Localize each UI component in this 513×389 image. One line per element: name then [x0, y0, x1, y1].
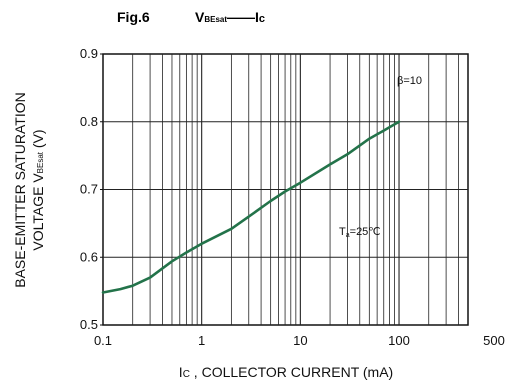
- x-axis-label: IC , COLLECTOR CURRENT (mA): [179, 364, 393, 380]
- series-line: [101, 120, 401, 294]
- y-axis-label-line1: BASE-EMITTER SATURATION: [12, 92, 28, 288]
- y-tick-label: 0.5: [80, 317, 98, 332]
- x-tick-labels: 0.1 1 10 100 500: [94, 333, 505, 348]
- temperature-annotation: Ta=25℃: [339, 226, 381, 239]
- y-tick-label: 0.8: [80, 114, 98, 129]
- x-tick-label: 10: [293, 333, 307, 348]
- y-tick-label: 0.9: [80, 46, 98, 61]
- series-group: [101, 120, 401, 294]
- figure-parameter: VBEsat——Ic: [195, 9, 265, 25]
- y-axis-label-line2: VOLTAGE VBEsat (V): [30, 129, 46, 250]
- beta-annotation: β=10: [397, 75, 422, 87]
- x-tick-label: 100: [388, 333, 410, 348]
- x-tick-label: 0.1: [94, 333, 112, 348]
- grid: [103, 54, 468, 325]
- y-tick-label: 0.6: [80, 249, 98, 264]
- x-tick-label: 500: [483, 333, 505, 348]
- x-tick-label: 1: [198, 333, 205, 348]
- figure-label: Fig.6: [117, 9, 150, 25]
- y-tick-labels: 0.5 0.6 0.7 0.8 0.9: [80, 46, 103, 332]
- y-tick-label: 0.7: [80, 182, 98, 197]
